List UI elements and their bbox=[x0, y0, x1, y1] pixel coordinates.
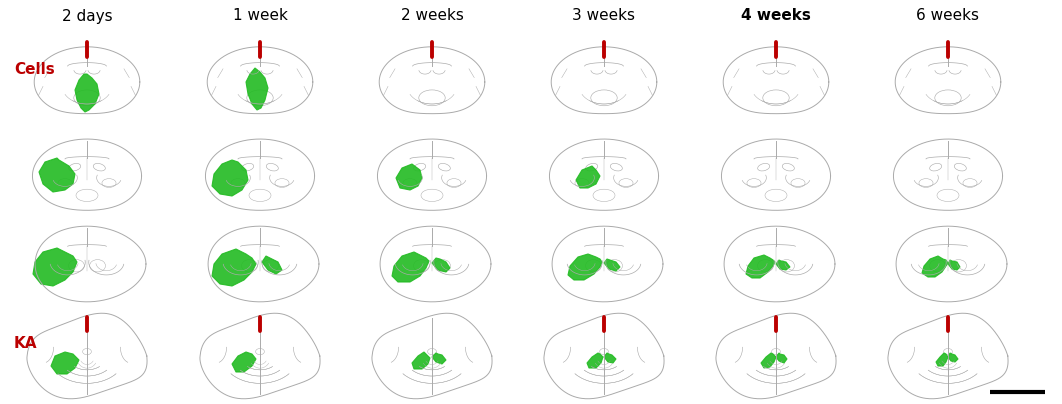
Polygon shape bbox=[412, 352, 430, 369]
Polygon shape bbox=[568, 254, 602, 280]
Polygon shape bbox=[51, 352, 79, 374]
Text: 6 weeks: 6 weeks bbox=[917, 8, 979, 23]
Polygon shape bbox=[33, 248, 78, 286]
Text: 2 weeks: 2 weeks bbox=[400, 8, 463, 23]
Polygon shape bbox=[212, 160, 249, 196]
Text: 2 days: 2 days bbox=[62, 8, 113, 23]
Polygon shape bbox=[746, 255, 775, 278]
Polygon shape bbox=[396, 164, 422, 190]
Polygon shape bbox=[936, 353, 948, 366]
Polygon shape bbox=[576, 166, 600, 188]
Polygon shape bbox=[604, 353, 616, 363]
Polygon shape bbox=[432, 353, 446, 364]
Polygon shape bbox=[776, 353, 787, 363]
Polygon shape bbox=[776, 260, 790, 270]
Polygon shape bbox=[604, 259, 620, 271]
Text: 4 weeks: 4 weeks bbox=[741, 8, 811, 23]
Text: 1 week: 1 week bbox=[233, 8, 288, 23]
Polygon shape bbox=[246, 68, 268, 110]
Polygon shape bbox=[39, 158, 75, 192]
Text: Cells: Cells bbox=[14, 63, 55, 78]
Text: KA: KA bbox=[14, 337, 37, 351]
Polygon shape bbox=[262, 256, 282, 274]
Text: 3 weeks: 3 weeks bbox=[572, 8, 635, 23]
Polygon shape bbox=[392, 252, 429, 282]
Polygon shape bbox=[922, 256, 948, 277]
Polygon shape bbox=[212, 249, 256, 286]
Polygon shape bbox=[948, 353, 958, 362]
Polygon shape bbox=[232, 352, 256, 372]
Polygon shape bbox=[432, 258, 450, 272]
Polygon shape bbox=[75, 74, 99, 112]
Polygon shape bbox=[948, 260, 960, 270]
Polygon shape bbox=[587, 353, 603, 368]
Polygon shape bbox=[761, 353, 776, 368]
